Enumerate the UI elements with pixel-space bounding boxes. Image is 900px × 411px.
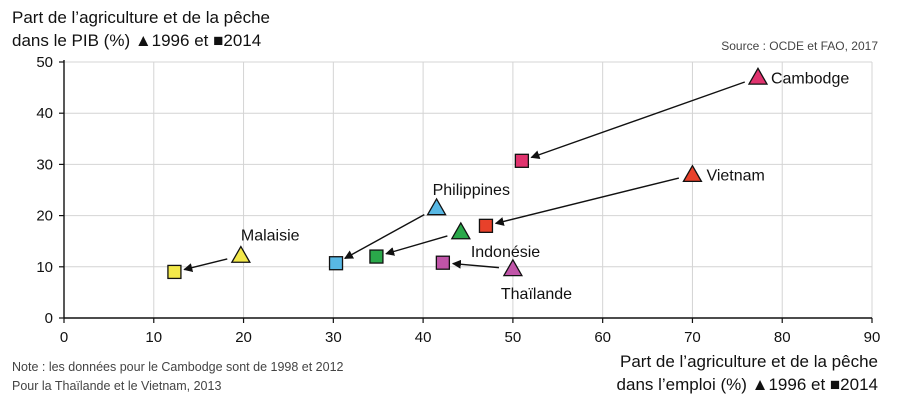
source-note: Source : OCDE et FAO, 2017 bbox=[721, 39, 878, 53]
x-tick-label: 60 bbox=[594, 329, 611, 346]
x-tick-label: 10 bbox=[145, 329, 162, 346]
x-tick-label: 0 bbox=[60, 329, 68, 346]
x-axis-title-line2: dans l’emploi (%) ▲1996 et ■2014 bbox=[616, 375, 878, 394]
point-2014-square bbox=[369, 249, 384, 264]
y-tick-label: 10 bbox=[36, 259, 53, 276]
arrows bbox=[183, 81, 746, 272]
trend-arrow bbox=[494, 177, 680, 226]
y-axis-title-line2: dans le PIB (%) ▲1996 et ■2014 bbox=[12, 31, 262, 50]
point-1996-triangle bbox=[502, 258, 524, 277]
x-axis-title-line1: Part de l’agriculture et de la pêche bbox=[620, 352, 878, 371]
x-tick-label: 90 bbox=[864, 329, 881, 346]
note-line1: Note : les données pour le Cambodge sont… bbox=[12, 360, 344, 374]
point-1996-triangle bbox=[426, 197, 447, 216]
y-tick-label: 30 bbox=[36, 156, 53, 173]
trend-arrow bbox=[344, 214, 425, 260]
y-tick-label: 40 bbox=[36, 105, 53, 122]
country-label: Indonésie bbox=[471, 244, 540, 261]
x-tick-label: 20 bbox=[235, 329, 252, 346]
x-tick-label: 40 bbox=[415, 329, 432, 346]
data-note: Note : les données pour le Cambodge sont… bbox=[12, 358, 344, 396]
point-1996-triangle bbox=[450, 221, 471, 240]
point-2014-square bbox=[435, 255, 451, 270]
point-1996-triangle bbox=[230, 245, 251, 263]
country-label: Vietnam bbox=[706, 168, 764, 185]
axes: 0 10 20 30 40 50 60 70 80 90 0 10 20 30 40 50 bbox=[36, 54, 880, 346]
trend-arrow bbox=[385, 235, 448, 256]
trend-arrow bbox=[530, 81, 746, 160]
y-axis-title: Part de l’agriculture et de la pêche dan… bbox=[12, 6, 270, 52]
x-tick-label: 70 bbox=[684, 329, 701, 346]
trend-arrow bbox=[183, 258, 228, 272]
x-axis-title: Part de l’agriculture et de la pêche dan… bbox=[617, 350, 878, 396]
x-tick-label: 30 bbox=[325, 329, 342, 346]
point-2014-square bbox=[328, 256, 344, 271]
y-tick-label: 50 bbox=[36, 54, 53, 71]
point-1996-triangle bbox=[682, 164, 703, 183]
note-line2: Pour la Thaïlande et le Vietnam, 2013 bbox=[12, 379, 222, 393]
country-label: Cambodge bbox=[771, 70, 849, 87]
trend-arrow bbox=[451, 259, 500, 269]
country-label: Philippines bbox=[433, 182, 510, 199]
x-tick-label: 50 bbox=[505, 329, 522, 346]
point-2014-square bbox=[167, 264, 182, 280]
x-tick-label: 80 bbox=[774, 329, 791, 346]
point-2014-square bbox=[514, 153, 530, 168]
y-axis-title-line1: Part de l’agriculture et de la pêche bbox=[12, 8, 270, 27]
country-label: Thaïlande bbox=[501, 286, 572, 303]
grid bbox=[64, 61, 873, 318]
country-labels: Cambodge Vietnam Philippines Indonésie Malai… bbox=[241, 70, 849, 302]
country-label: Malaisie bbox=[241, 228, 300, 245]
point-1996-triangle bbox=[747, 67, 769, 85]
y-tick-label: 0 bbox=[45, 310, 53, 327]
y-tick-label: 20 bbox=[36, 208, 53, 225]
point-2014-square bbox=[478, 218, 494, 233]
data-points bbox=[167, 67, 769, 280]
